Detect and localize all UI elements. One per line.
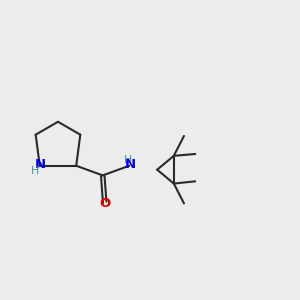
Text: O: O bbox=[100, 197, 111, 210]
Text: H: H bbox=[31, 166, 39, 176]
Text: H: H bbox=[124, 155, 133, 165]
Text: N: N bbox=[35, 158, 46, 170]
Text: N: N bbox=[124, 158, 136, 171]
